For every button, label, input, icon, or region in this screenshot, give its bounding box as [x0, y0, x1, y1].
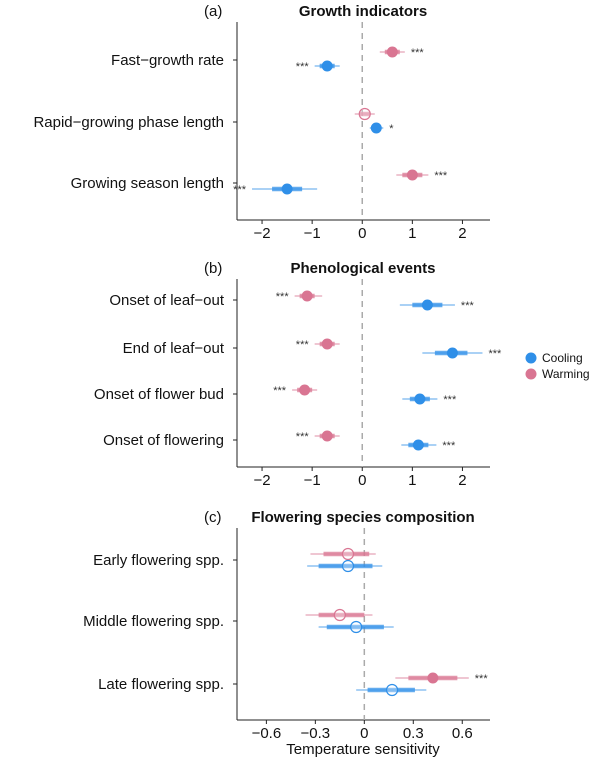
category-label: Middle flowering spp.	[83, 613, 224, 630]
panels-group: (a) Growth indicators −2 −1 0 1 2 Fast−growth r…	[33, 3, 502, 742]
point-estimate	[427, 672, 439, 684]
panel-letter: (b)	[204, 260, 222, 277]
point-estimate	[321, 60, 333, 72]
significance-label: ***	[296, 61, 310, 73]
x-tick-label: −2	[253, 472, 270, 489]
x-tick-label: 2	[458, 225, 466, 242]
category-label: Onset of flower bud	[94, 386, 224, 403]
legend: Cooling Warming	[525, 351, 590, 381]
x-tick-label: 1	[408, 472, 416, 489]
category-label: Onset of flowering	[103, 432, 224, 449]
x-tick-label: 0	[360, 725, 368, 742]
point-estimate-open	[350, 620, 363, 634]
significance-label: ***	[488, 348, 502, 360]
legend-label: Cooling	[542, 351, 583, 365]
significance-label: ***	[276, 291, 290, 303]
point-estimate	[321, 338, 333, 350]
x-tick-label: −1	[304, 472, 321, 489]
category-label: Onset of leaf−out	[109, 292, 224, 309]
point-estimate-open	[341, 547, 355, 561]
panel-title: Phenological events	[290, 260, 435, 277]
x-tick-label: −2	[253, 225, 270, 242]
significance-label: ***	[443, 394, 457, 406]
point-estimate	[321, 430, 333, 442]
point-estimate-open	[358, 107, 371, 121]
x-tick-label: −0.3	[301, 725, 331, 742]
category-label: End of leaf−out	[123, 340, 225, 357]
point-estimate	[370, 122, 382, 134]
point-estimate	[412, 439, 424, 451]
x-axis-title: Temperature sensitivity	[286, 741, 440, 758]
legend-swatch-warming	[525, 368, 537, 380]
category-label: Fast−growth rate	[111, 52, 224, 69]
x-tick-label: −1	[304, 225, 321, 242]
significance-label: ***	[442, 440, 456, 452]
category-label: Growing season length	[71, 175, 224, 192]
point-estimate	[301, 290, 313, 302]
point-estimate-open	[385, 683, 399, 697]
x-tick-label: −0.6	[252, 725, 282, 742]
point-estimate	[281, 183, 293, 195]
point-estimate	[299, 384, 311, 396]
x-tick-label: 0	[358, 472, 366, 489]
panel-3: (c) Flowering species composition −0.6 −0.3…	[83, 509, 490, 742]
significance-label: ***	[233, 184, 247, 196]
panel-1: (a) Growth indicators −2 −1 0 1 2 Fast−growth r…	[33, 3, 490, 242]
significance-label: ***	[434, 170, 448, 182]
significance-label: ***	[461, 300, 475, 312]
x-tick-label: 2	[458, 472, 466, 489]
point-estimate	[446, 347, 458, 359]
category-label: Late flowering spp.	[98, 676, 224, 693]
point-estimate-open	[341, 559, 355, 573]
panel-letter: (c)	[204, 509, 222, 526]
significance-label: ***	[296, 431, 310, 443]
point-estimate-open	[333, 608, 346, 622]
significance-label: ***	[411, 47, 425, 59]
panel-letter: (a)	[204, 3, 222, 20]
x-tick-label: 0	[358, 225, 366, 242]
point-estimate	[414, 393, 426, 405]
panel-title: Growth indicators	[299, 3, 427, 20]
category-label: Early flowering spp.	[93, 552, 224, 569]
category-label: Rapid−growing phase length	[33, 114, 224, 131]
point-estimate	[406, 169, 418, 181]
point-estimate	[386, 46, 398, 58]
panel-2: (b) Phenological events −2 −1 0 1 2 Onset of le…	[94, 260, 502, 489]
x-tick-label: 1	[408, 225, 416, 242]
significance-label: ***	[296, 339, 310, 351]
legend-label: Warming	[542, 367, 590, 381]
x-tick-label: 0.3	[403, 725, 424, 742]
x-tick-label: 0.6	[452, 725, 473, 742]
panel-title: Flowering species composition	[251, 509, 474, 526]
point-estimate	[421, 299, 433, 311]
significance-label: *	[389, 123, 394, 135]
significance-label: ***	[273, 385, 287, 397]
legend-swatch-cooling	[525, 352, 537, 364]
significance-label: ***	[475, 673, 489, 685]
